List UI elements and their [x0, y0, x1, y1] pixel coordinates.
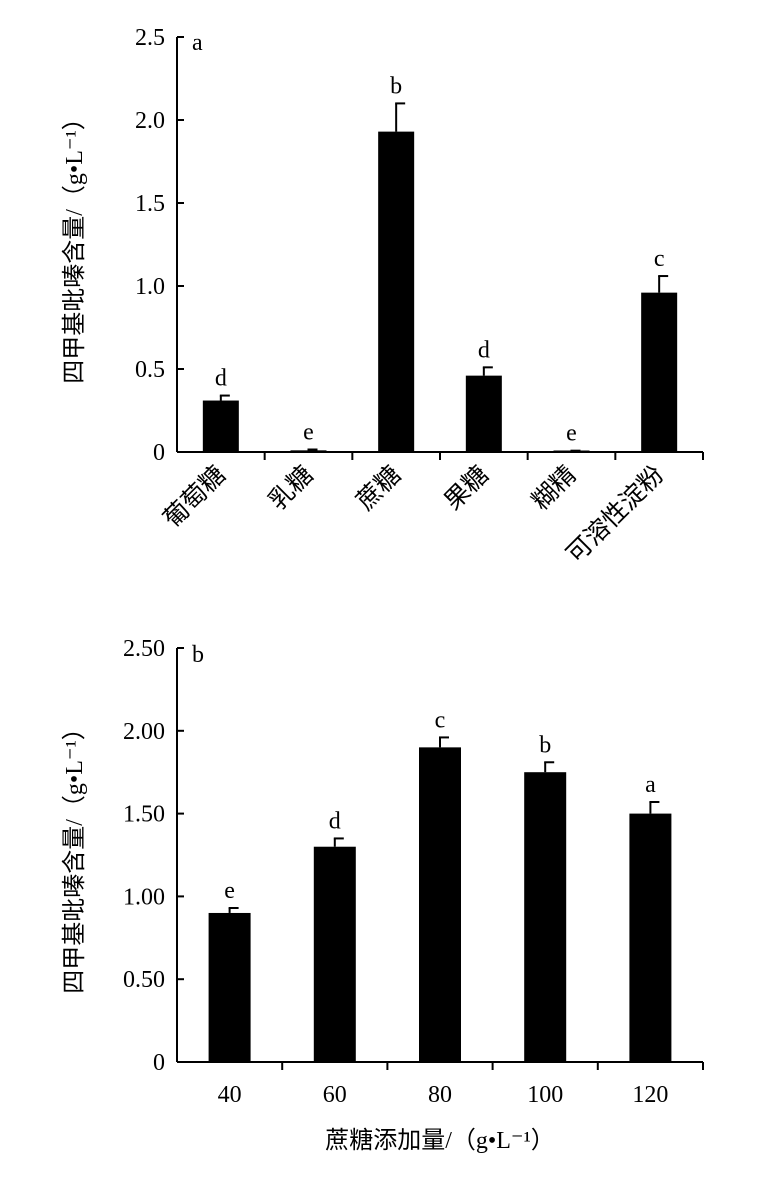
category-label: 果糖 — [439, 460, 494, 515]
x-tick-label: 100 — [527, 1082, 563, 1108]
y-axis-label-a: 四甲基吡嗪含量/（g•L⁻¹） — [61, 106, 88, 384]
bar — [208, 912, 251, 1062]
significance-label: a — [645, 772, 656, 798]
bar — [313, 846, 356, 1062]
y-tick-label: 1.0 — [135, 274, 165, 300]
bar — [419, 747, 461, 1062]
significance-label: e — [224, 878, 235, 904]
category-label: 乳糖 — [264, 460, 319, 515]
x-tick-label: 120 — [632, 1082, 668, 1108]
bar — [465, 375, 502, 452]
significance-label: e — [303, 420, 314, 446]
y-tick-label: 1.00 — [123, 884, 165, 910]
x-tick-label: 80 — [428, 1082, 452, 1108]
bar — [202, 400, 239, 452]
panel-label-b: b — [192, 642, 204, 668]
chart-panel-a: a 四甲基吡嗪含量/（g•L⁻¹） 00.51.01.52.02.5d葡萄糖e乳… — [61, 25, 704, 569]
significance-label: b — [390, 73, 402, 99]
x-tick-label: 40 — [218, 1082, 242, 1108]
bar — [524, 772, 567, 1062]
chart-panel-b: b 四甲基吡嗪含量/（g•L⁻¹） 蔗糖添加量/（g•L⁻¹） 0 0.50 1.0… — [61, 636, 704, 1154]
category-label: 蔗糖 — [351, 460, 406, 515]
bar — [378, 131, 415, 452]
significance-label: d — [478, 337, 490, 363]
x-axis-label-b: 蔗糖添加量/（g•L⁻¹） — [325, 1127, 555, 1154]
significance-label: e — [566, 421, 577, 447]
y-tick-label: 0.50 — [123, 967, 165, 993]
y-tick-label: 0.5 — [135, 357, 165, 383]
y-tick-label: 1.50 — [123, 802, 165, 828]
significance-label: c — [435, 707, 446, 733]
y-axis-label-b: 四甲基吡嗪含量/（g•L⁻¹） — [61, 716, 88, 994]
category-label: 糊精 — [527, 460, 582, 515]
significance-label: b — [539, 732, 551, 758]
significance-label: d — [329, 808, 341, 834]
significance-label: d — [215, 366, 227, 392]
y-tick-label: 2.0 — [135, 108, 165, 134]
y-tick-label: 2.5 — [135, 25, 165, 51]
category-label: 葡萄糖 — [158, 460, 231, 533]
y-tick-label: 1.5 — [135, 191, 165, 217]
significance-label: c — [654, 246, 665, 272]
y-tick-label: 0 — [153, 440, 165, 466]
y-tick-label: 2.50 — [123, 636, 165, 662]
bar — [629, 813, 672, 1062]
x-tick-label: 60 — [323, 1082, 347, 1108]
plot-area-b: 0 0.50 1.00 1.50 2.00 2.50 e 40 d 60 c 80 b 100 a 120 — [123, 636, 704, 1108]
y-tick-label: 0 — [153, 1050, 165, 1076]
bar — [290, 450, 327, 452]
y-tick-label: 2.00 — [123, 719, 165, 745]
bar — [641, 292, 678, 452]
panel-label-a: a — [192, 30, 203, 56]
